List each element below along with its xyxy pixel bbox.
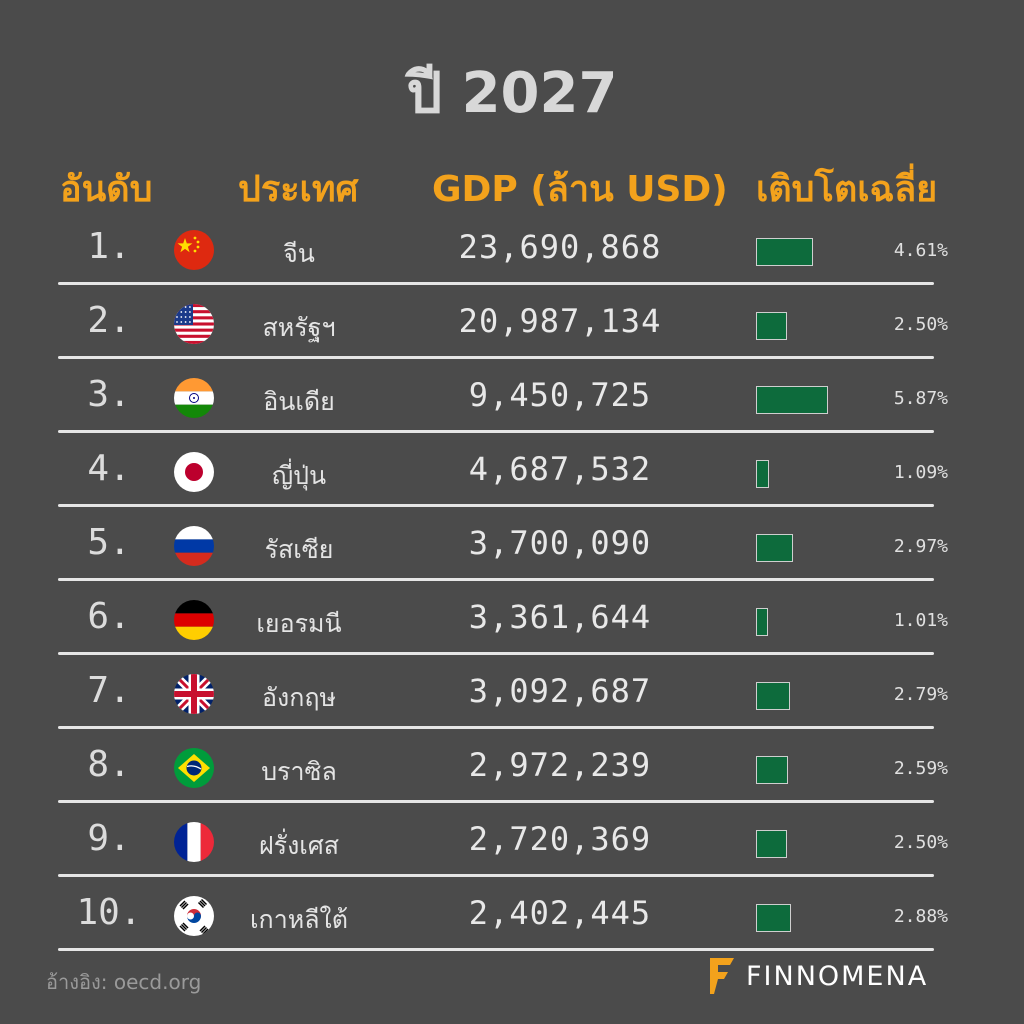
growth-bar — [756, 756, 788, 784]
country-name: อินเดีย — [263, 387, 335, 416]
gdp-value: 3,092,687 — [468, 672, 652, 710]
growth-bar — [756, 608, 769, 636]
gdp-value: 3,361,644 — [468, 598, 652, 636]
growth-bar — [756, 460, 770, 488]
gdp-value: 3,700,090 — [468, 524, 652, 562]
row-divider — [58, 800, 934, 803]
growth-bar — [756, 904, 792, 932]
growth-percent: 4.61% — [893, 240, 948, 261]
row-divider — [58, 356, 934, 359]
rank-label: 3. — [87, 374, 131, 415]
growth-percent: 2.79% — [893, 684, 948, 705]
table-row: 8. บราซิล 2,972,239 2.59% — [0, 728, 1024, 802]
header-gdp: GDP (ล้าน USD) — [432, 169, 728, 210]
gdp-value: 2,720,369 — [468, 820, 652, 858]
usa-flag-icon — [174, 304, 214, 344]
table-row: 10. เกาหลีใต้ 2,402,445 2.88% — [0, 876, 1024, 950]
india-flag-icon — [174, 378, 214, 418]
chart-title: ปี 2027 — [406, 61, 618, 126]
growth-percent: 2.50% — [893, 314, 948, 335]
rank-label: 7. — [87, 670, 131, 711]
russia-flag-icon — [174, 526, 214, 566]
france-flag-icon — [174, 822, 214, 862]
gdp-value: 2,402,445 — [468, 894, 652, 932]
rank-label: 10. — [76, 892, 142, 933]
row-divider — [58, 430, 934, 433]
gdp-value: 9,450,725 — [468, 376, 652, 414]
country-name: ฝรั่งเศส — [259, 831, 339, 860]
finnomena-logo-icon — [710, 958, 734, 994]
japan-flag-icon — [174, 452, 214, 492]
gdp-value: 4,687,532 — [468, 450, 652, 488]
growth-percent: 2.50% — [893, 832, 948, 853]
rank-label: 9. — [87, 818, 131, 859]
table-row: 3. อินเดีย 9,450,725 5.87% — [0, 358, 1024, 432]
brazil-flag-icon — [174, 748, 214, 788]
germany-flag-icon — [174, 600, 214, 640]
row-divider — [58, 578, 934, 581]
row-divider — [58, 726, 934, 729]
rank-label: 2. — [87, 300, 131, 341]
header-country: ประเทศ — [238, 169, 359, 210]
country-name: อังกฤษ — [262, 683, 336, 712]
growth-percent: 1.01% — [893, 610, 948, 631]
gdp-value: 20,987,134 — [458, 302, 662, 340]
source-footnote: อ้างอิง: oecd.org — [46, 970, 202, 994]
growth-bar — [756, 238, 813, 266]
china-flag-icon — [174, 230, 214, 270]
rank-label: 6. — [87, 596, 131, 637]
header-rank: อันดับ — [60, 169, 153, 210]
growth-bar — [756, 386, 829, 414]
row-divider — [58, 282, 934, 285]
growth-bar — [756, 830, 787, 858]
rank-label: 5. — [87, 522, 131, 563]
brand-name: FINNOMENA — [746, 960, 929, 992]
uk-flag-icon — [174, 674, 214, 714]
table-row: 6. เยอรมนี 3,361,644 1.01% — [0, 580, 1024, 654]
brand: FINNOMENA — [706, 956, 928, 996]
row-divider — [58, 652, 934, 655]
table-row: 2. สหรัฐฯ 20,987,134 2.50% — [0, 284, 1024, 358]
table-row: 7. อังกฤษ 3,092,687 2.79% — [0, 654, 1024, 728]
country-name: จีน — [283, 239, 315, 268]
row-divider — [58, 948, 934, 951]
growth-percent: 2.97% — [893, 536, 948, 557]
country-name: เกาหลีใต้ — [250, 905, 348, 934]
rank-label: 4. — [87, 448, 131, 489]
table-row: 4. ญี่ปุ่น 4,687,532 1.09% — [0, 432, 1024, 506]
table-row: 1. จีน 23,690,868 4.61% — [0, 210, 1024, 284]
growth-percent: 1.09% — [893, 462, 948, 483]
gdp-value: 2,972,239 — [468, 746, 652, 784]
table-row: 9. ฝรั่งเศส 2,720,369 2.50% — [0, 802, 1024, 876]
rank-label: 8. — [87, 744, 131, 785]
growth-percent: 2.88% — [893, 906, 948, 927]
country-name: รัสเซีย — [264, 535, 334, 564]
rank-label: 1. — [87, 226, 131, 267]
growth-bar — [756, 312, 787, 340]
row-divider — [58, 504, 934, 507]
gdp-value: 23,690,868 — [458, 228, 662, 266]
growth-percent: 2.59% — [893, 758, 948, 779]
country-name: เยอรมนี — [256, 609, 342, 638]
country-name: บราซิล — [261, 757, 337, 786]
country-name: ญี่ปุ่น — [271, 461, 327, 490]
south-korea-flag-icon — [174, 896, 214, 936]
country-name: สหรัฐฯ — [262, 313, 336, 342]
growth-bar — [756, 682, 791, 710]
growth-bar — [756, 534, 793, 562]
growth-percent: 5.87% — [893, 388, 948, 409]
table-row: 5. รัสเซีย 3,700,090 2.97% — [0, 506, 1024, 580]
header-growth: เติบโตเฉลี่ย — [756, 169, 938, 210]
row-divider — [58, 874, 934, 877]
